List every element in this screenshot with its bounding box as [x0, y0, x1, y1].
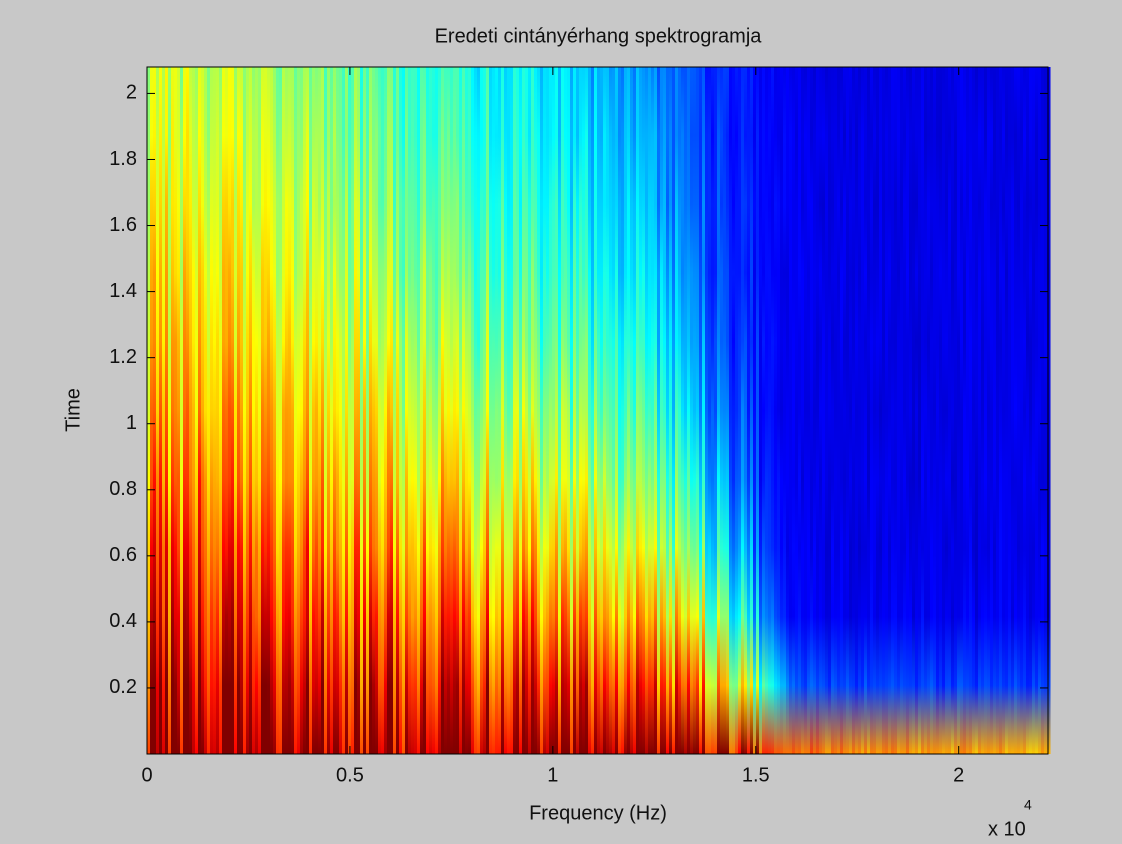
y-tick-label: 1.6	[109, 214, 137, 236]
y-tick-label: 1.2	[109, 346, 137, 368]
chart-title: Eredeti cintányérhang spektrogramja	[435, 25, 763, 47]
x-tick-label: 1.5	[742, 764, 770, 786]
x-tick-label: 2	[953, 764, 964, 786]
x-axis-label: Frequency (Hz)	[529, 802, 667, 824]
y-tick-label: 0.6	[109, 544, 137, 566]
axes-box	[146, 66, 1049, 755]
x-tick-label: 0	[141, 764, 152, 786]
y-tick-label: 1.8	[109, 148, 137, 170]
x-exponent: 4	[1024, 797, 1032, 813]
y-tick-label: 1.4	[109, 280, 137, 302]
x-exponent-base: x 10	[988, 818, 1026, 840]
y-tick-label: 1	[126, 412, 137, 434]
y-axis-label: Time	[62, 388, 84, 432]
y-tick-label: 0.4	[109, 610, 137, 632]
x-tick-label: 1	[547, 764, 558, 786]
y-tick-label: 0.2	[109, 676, 137, 698]
spectrogram-image	[147, 67, 1051, 754]
y-tick-label: 0.8	[109, 478, 137, 500]
y-tick-label: 2	[126, 82, 137, 104]
x-tick-label: 0.5	[336, 764, 364, 786]
